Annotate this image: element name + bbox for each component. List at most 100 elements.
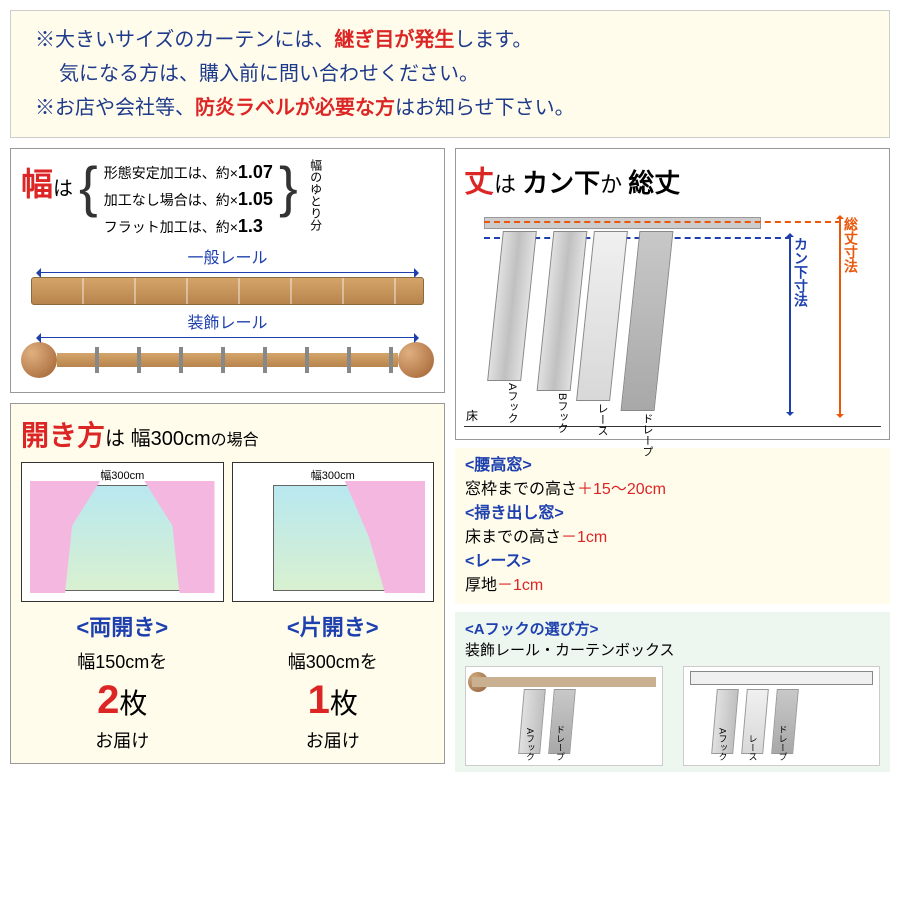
open-unit: 枚 (119, 688, 147, 719)
notice-text: ※大きいサイズのカーテンには、 (35, 29, 334, 51)
notice-text: ※お店や会社等、 (35, 97, 195, 119)
rail-arrow (41, 272, 414, 273)
info-heading: <腰高窓> (465, 457, 532, 474)
factor-value: 1.05 (238, 189, 273, 209)
open-type-name: <両開き> (21, 610, 224, 642)
info-text: 厚地 (465, 577, 497, 594)
notice-box: ※大きいサイズのカーテンには、継ぎ目が発生します。 気になる方は、購入前に問い合… (10, 10, 890, 138)
ahook-vlabel: ドレープ (777, 725, 790, 761)
length-ka: か (600, 172, 622, 197)
dash-orange (484, 221, 841, 223)
brace-close: } (279, 159, 298, 215)
hook-label: レース (594, 403, 610, 436)
ahook-vlabel: Aフック (524, 728, 537, 761)
info-value: ＋15～20cm (577, 481, 666, 498)
ahook-subtitle: 装飾レール・カーテンボックス (465, 639, 880, 660)
open-num: 2 (97, 678, 119, 722)
open-case: 幅300cm (131, 428, 211, 450)
info-value: －1cm (561, 529, 607, 546)
info-heading: <掃き出し窓> (465, 505, 564, 522)
info-text: 窓枠までの高さ (465, 481, 577, 498)
factor-label: フラット加工は、約× (104, 219, 238, 235)
ahook-vlabel: ドレープ (554, 725, 567, 761)
notice-text: はお知らせ下さい。 (395, 97, 575, 119)
length-ha: は (494, 172, 516, 197)
open-title-red: 開き方 (21, 420, 105, 451)
open-num: 1 (308, 678, 330, 722)
box-rail (690, 671, 874, 685)
notice-line-1: ※大きいサイズのカーテンには、継ぎ目が発生します。 (35, 23, 865, 57)
notice-red: 防炎ラベルが必要な方 (195, 97, 395, 119)
ahook-vlabel: レース (747, 734, 760, 761)
info-heading: <レース> (465, 553, 531, 570)
open-width: 幅300cm (288, 652, 360, 672)
curtain-width-label: 幅300cm (98, 467, 146, 483)
rail-ball (398, 342, 434, 378)
ahook-scene-box: Aフック レース ドレープ (683, 666, 881, 766)
floor-label: 床 (466, 407, 478, 424)
open-count: 1枚 (232, 678, 435, 723)
open-wo: を (149, 652, 167, 672)
length-panel: 丈は カン下か 総丈 Aフック Bフック レース ドレープ カン下寸法 総丈寸法 (455, 148, 890, 440)
rail-arrow (41, 337, 414, 338)
open-count: 2枚 (21, 678, 224, 723)
hook-b: Bフック (544, 231, 580, 433)
factor-value: 1.07 (238, 162, 273, 182)
rail-top (484, 217, 761, 229)
deliver-label: お届け (21, 727, 224, 753)
curtain-figure-both: 幅300cm (21, 462, 224, 602)
open-both: 幅300cm <両開き> 幅150cmを 2枚 お届け (21, 462, 224, 753)
open-width: 幅150cm (77, 652, 149, 672)
length-soujou: 総丈 (628, 168, 680, 198)
open-type-name: <片開き> (232, 610, 435, 642)
width-panel: 幅は { 形態安定加工は、約×1.07 加工なし場合は、約×1.05 フラット加… (10, 148, 445, 393)
length-kanshita: カン下 (522, 168, 600, 198)
rail-bar (57, 353, 398, 367)
brace-open: { (79, 159, 98, 215)
info-text: 床までの高さ (465, 529, 561, 546)
hook-lace: レース (584, 231, 620, 436)
window-info-box: <腰高窓> 窓枠までの高さ＋15～20cm <掃き出し窓> 床までの高さ－1cm… (455, 448, 890, 604)
hook-a: Aフック (494, 231, 530, 423)
curtain-width-label: 幅300cm (309, 467, 357, 483)
dim-soujou-label: 総丈寸法 (841, 217, 861, 273)
factor-label: 加工なし場合は、約× (104, 192, 238, 208)
factor-label: 形態安定加工は、約× (104, 165, 238, 181)
open-wo: を (360, 652, 378, 672)
hook-label: Bフック (554, 393, 570, 433)
length-take: 丈 (464, 166, 494, 199)
length-title: 丈は カン下か 総丈 (464, 157, 881, 201)
rail-general (31, 277, 424, 305)
width-vnote: 幅のゆとり分 (308, 159, 325, 231)
hook-drape: ドレープ (629, 231, 665, 457)
notice-line-3: ※お店や会社等、防炎ラベルが必要な方はお知らせ下さい。 (35, 91, 865, 125)
notice-red: 継ぎ目が発生 (334, 29, 454, 51)
notice-text: します。 (454, 29, 532, 51)
factor-value: 1.3 (238, 216, 263, 236)
open-ha: は (105, 428, 125, 450)
open-title: 開き方は 幅300cmの場合 (21, 414, 434, 454)
ahook-title: <Aフックの選び方> (465, 621, 598, 638)
length-figure: Aフック Bフック レース ドレープ カン下寸法 総丈寸法 床 (464, 207, 881, 427)
notice-line-2: 気になる方は、購入前に問い合わせください。 (35, 57, 865, 91)
rail-general-label: 一般レール (21, 244, 434, 268)
rail-deco (21, 342, 434, 378)
ahook-scene-deco: Aフック ドレープ (465, 666, 663, 766)
ahook-vlabel: Aフック (717, 728, 730, 761)
open-unit: 枚 (330, 688, 358, 719)
open-detail: 幅150cmを (21, 648, 224, 674)
deliver-label: お届け (232, 727, 435, 753)
rail-deco-bar (472, 677, 656, 687)
open-panel: 開き方は 幅300cmの場合 幅300cm <両開き> 幅150cmを (10, 403, 445, 764)
info-value: －1cm (497, 577, 543, 594)
ahook-box: <Aフックの選び方> 装飾レール・カーテンボックス Aフック ドレープ (455, 612, 890, 772)
rail-deco-label: 装飾レール (21, 309, 434, 333)
open-case-suffix: の場合 (211, 432, 259, 449)
width-ha: は (53, 178, 73, 200)
open-detail: 幅300cmを (232, 648, 435, 674)
hook-label: ドレープ (639, 413, 655, 457)
open-one: 幅300cm <片開き> 幅300cmを 1枚 お届け (232, 462, 435, 753)
ahook-figure: Aフック ドレープ Aフック レース ドレープ (465, 666, 880, 766)
width-factors: 形態安定加工は、約×1.07 加工なし場合は、約×1.05 フラット加工は、約×… (104, 159, 273, 240)
dim-kanshita-label: カン下寸法 (791, 237, 811, 307)
